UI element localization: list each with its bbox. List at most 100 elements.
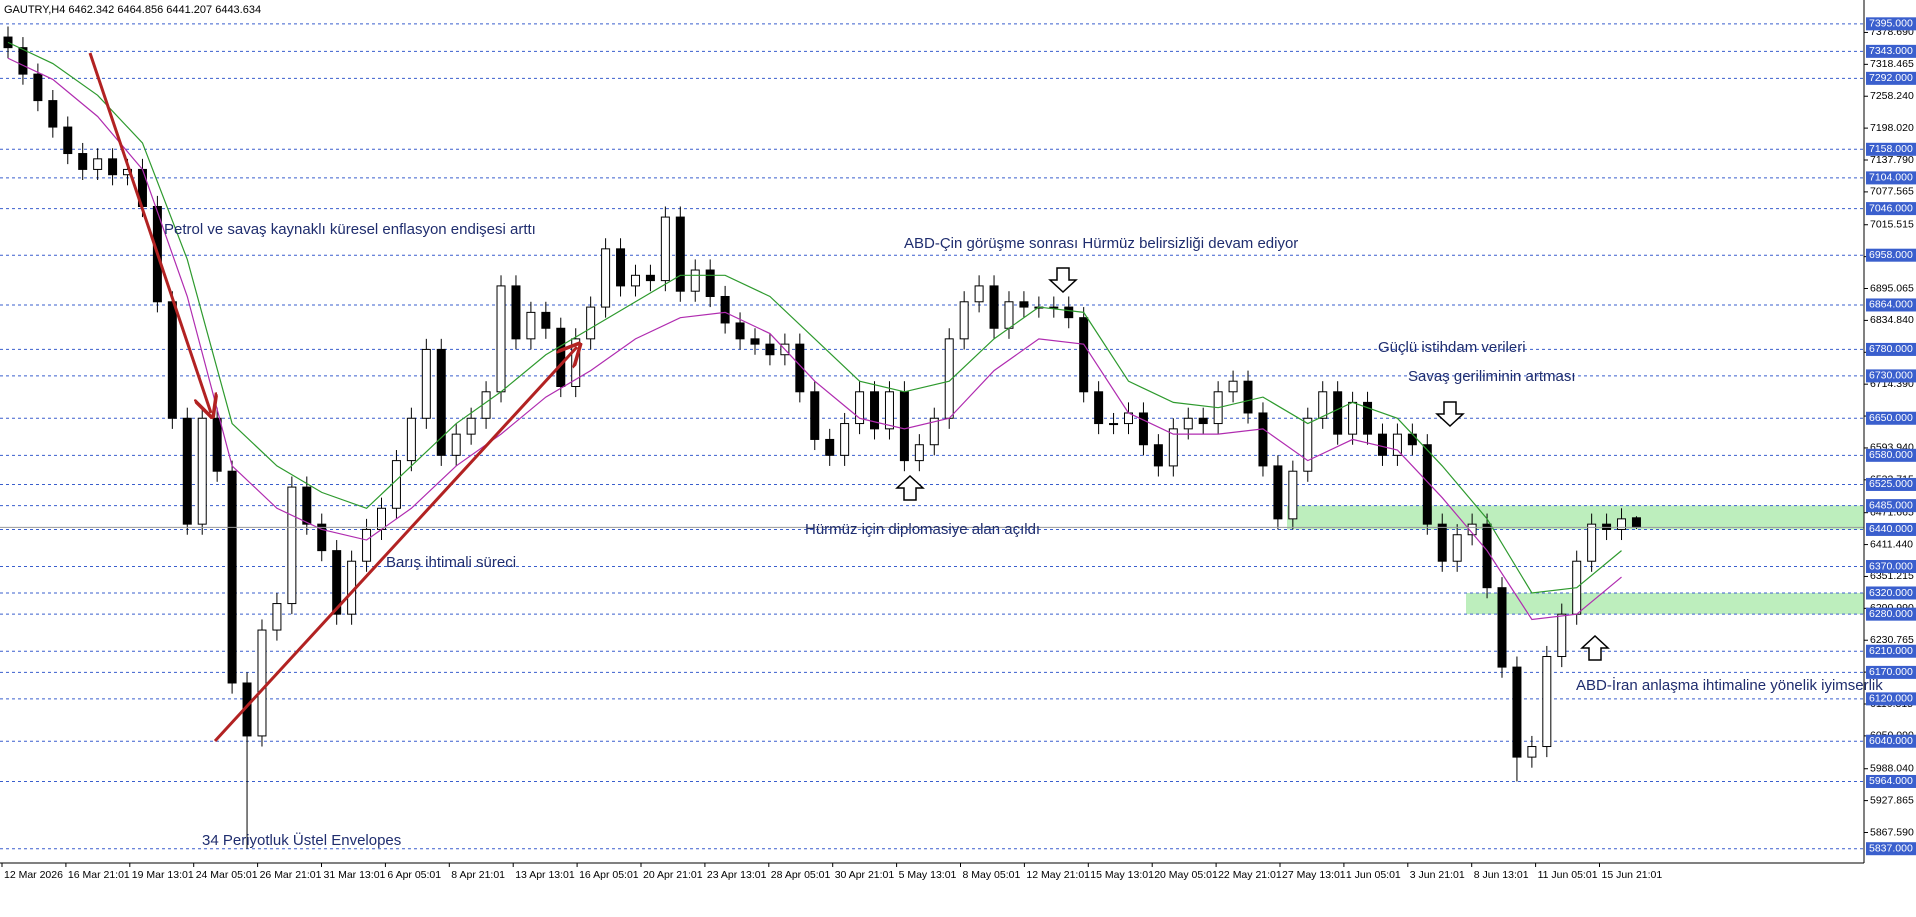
annotation: Güçlü istihdam verileri — [1378, 339, 1526, 356]
candle-body — [840, 423, 850, 456]
y-tick-label: 5867.590 — [1870, 826, 1914, 838]
level-label-box — [1866, 477, 1916, 491]
candle-body — [167, 301, 177, 419]
zone — [1466, 592, 1864, 615]
level-label: 6958.000 — [1869, 249, 1913, 261]
annotation: Savaş geriliminin artması — [1408, 368, 1576, 385]
y-tick-label: 6895.065 — [1870, 282, 1914, 294]
candle-body — [1467, 523, 1477, 536]
level-label-box — [1866, 298, 1916, 312]
level-label: 6320.000 — [1869, 587, 1913, 599]
envelope-line — [7, 41, 1622, 594]
candle-body — [1079, 317, 1089, 393]
x-tick-label: 8 Jun 13:01 — [1474, 869, 1529, 881]
candle-body — [1617, 518, 1627, 530]
level-label: 7395.000 — [1869, 18, 1913, 30]
candle-body — [1602, 523, 1612, 530]
level-label: 5964.000 — [1869, 775, 1913, 787]
candle-body — [899, 391, 909, 462]
x-tick-label: 11 Jun 05:01 — [1538, 869, 1598, 881]
candle-body — [1587, 523, 1597, 562]
level-label-box — [1866, 71, 1916, 85]
level-label: 6440.000 — [1869, 523, 1913, 535]
candle-body — [1138, 412, 1148, 446]
x-tick-label: 6 Apr 05:01 — [387, 869, 441, 881]
level-label-box — [1866, 607, 1916, 621]
level-label-box — [1866, 644, 1916, 658]
time-axis-bg — [0, 863, 1864, 917]
candle-body — [317, 523, 327, 552]
candle-body — [541, 311, 551, 329]
candle-body — [855, 391, 865, 425]
level-label-box — [1866, 499, 1916, 513]
y-tick-label: 7015.515 — [1870, 219, 1914, 231]
up-arrow — [1580, 634, 1610, 661]
candle-body — [1497, 587, 1507, 668]
level-label: 6580.000 — [1869, 449, 1913, 461]
level-label-box — [1866, 586, 1916, 600]
x-tick-label: 22 May 21:01 — [1218, 869, 1282, 881]
x-tick-label: 16 Apr 05:01 — [579, 869, 639, 881]
candle-body — [1019, 301, 1029, 308]
candle-body — [1512, 666, 1522, 758]
candle-body — [929, 417, 939, 446]
candle-body — [18, 47, 28, 75]
candle-body — [1392, 433, 1402, 456]
candle-body — [705, 269, 715, 297]
x-tick-label: 3 Jun 21:01 — [1410, 869, 1465, 881]
candle-body — [1228, 380, 1238, 393]
candle-body — [690, 269, 700, 292]
trend-arrow — [213, 347, 577, 743]
candle-body — [362, 528, 372, 562]
annotation: 34 Periyotluk Üstel Envelopes — [202, 831, 401, 849]
level-label: 6485.000 — [1869, 499, 1913, 511]
x-tick-label: 1 Jun 05:01 — [1346, 869, 1401, 881]
candle-body — [48, 100, 58, 128]
level-label: 7292.000 — [1869, 72, 1913, 84]
candle-body — [212, 417, 222, 472]
y-tick-label: 6834.840 — [1870, 314, 1914, 326]
data-layer — [0, 26, 1864, 849]
level-label-box — [1866, 202, 1916, 216]
candle-body — [511, 285, 521, 340]
candle-body — [750, 338, 760, 345]
x-tick-label: 23 Apr 13:01 — [707, 869, 767, 881]
candle-body — [974, 285, 984, 303]
candle-body — [1183, 417, 1193, 430]
x-tick-label: 27 May 13:01 — [1282, 869, 1346, 881]
candle-body — [1557, 613, 1567, 658]
level-label: 7104.000 — [1869, 172, 1913, 184]
x-tick-label: 30 Apr 21:01 — [835, 869, 895, 881]
candle-body — [1198, 417, 1208, 425]
y-tick-label: 7258.240 — [1870, 90, 1914, 102]
candle-body — [735, 322, 745, 340]
y-tick-label: 7318.465 — [1870, 58, 1914, 70]
candle-body — [1363, 401, 1373, 435]
level-label-box — [1866, 411, 1916, 425]
y-tick-label: 5927.865 — [1870, 794, 1914, 806]
candle-body — [1273, 465, 1283, 520]
level-label-box — [1866, 842, 1916, 856]
candle-body — [466, 417, 476, 435]
level-label-box — [1866, 142, 1916, 156]
candle-body — [451, 433, 461, 456]
candle-body — [1333, 391, 1343, 435]
candle-body — [108, 158, 118, 176]
candle-body — [870, 391, 880, 430]
level-label-box — [1866, 171, 1916, 185]
candle-body — [1049, 306, 1059, 309]
level-label: 6040.000 — [1869, 735, 1913, 747]
annotation: Hürmüz için diplomasiye alan açıldı — [805, 521, 1040, 538]
candle-body — [33, 73, 43, 102]
y-tick-label: 7137.790 — [1870, 154, 1914, 166]
candle-body — [1377, 433, 1387, 456]
candle-body — [1452, 534, 1462, 562]
candle-body — [1348, 401, 1358, 435]
candle-body — [78, 153, 88, 170]
x-tick-label: 5 May 13:01 — [899, 869, 957, 881]
candle-body — [1064, 306, 1074, 319]
level-label: 6525.000 — [1869, 478, 1913, 490]
candle-body — [720, 295, 730, 324]
